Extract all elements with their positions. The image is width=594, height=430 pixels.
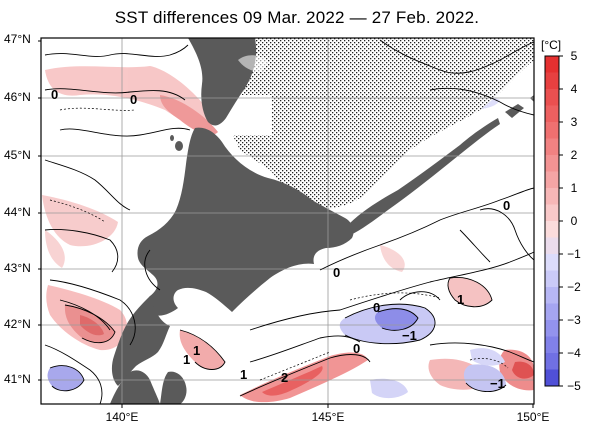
contour-label: 1 xyxy=(457,292,464,307)
colorbar xyxy=(544,55,563,387)
colorbar-subband xyxy=(545,72,559,89)
colorbar-tick: −4 xyxy=(567,346,581,360)
colorbar-subband xyxy=(545,89,559,106)
colorbar-subband xyxy=(545,171,559,188)
colorbar-tick: 5 xyxy=(570,49,578,63)
colorbar-subband xyxy=(545,56,559,73)
colorbar-tick: 1 xyxy=(570,181,578,195)
map-title: SST differences 09 Mar. 2022 — 27 Feb. 2… xyxy=(114,8,480,27)
contour-label: 1 xyxy=(240,367,247,382)
lat-label: 44°N xyxy=(4,205,31,219)
colorbar-tick: 4 xyxy=(570,82,578,96)
colorbar-subband xyxy=(545,237,559,254)
contour-label: 1 xyxy=(193,343,200,358)
map-frame xyxy=(40,37,535,405)
oshima-peninsula xyxy=(111,296,170,386)
contour-label: −1 xyxy=(402,328,417,343)
colorbar-tick: −2 xyxy=(567,280,581,294)
contour-label: 0 xyxy=(51,87,58,102)
colorbar-tick: −3 xyxy=(567,313,581,327)
colorbar-subband xyxy=(545,369,559,386)
colorbar-subband xyxy=(545,138,559,155)
contour-label: 0 xyxy=(503,198,510,213)
colorbar-subband xyxy=(545,221,559,238)
colorbar-tick: 0 xyxy=(570,214,578,228)
colorbar-tick: 3 xyxy=(570,115,578,129)
contour-label: 0 xyxy=(373,300,380,315)
lat-label: 43°N xyxy=(4,261,31,275)
lat-label: 46°N xyxy=(4,90,31,104)
dashed-contours xyxy=(49,107,509,381)
lon-label: 140°E xyxy=(105,410,139,424)
lon-label: 145°E xyxy=(311,410,345,424)
contour-label: 2 xyxy=(281,370,288,385)
contour-lines xyxy=(44,39,534,404)
lat-label: 42°N xyxy=(4,317,31,331)
contour-label-group: 0 0 0 0 0 0 1 1 1 1 2 −1 −1 xyxy=(51,87,510,391)
lat-label: 47°N xyxy=(4,32,31,46)
lon-label: 150°E xyxy=(516,410,550,424)
colorbar-tick: −5 xyxy=(567,379,581,393)
lat-label: 41°N xyxy=(4,372,31,386)
lat-label: 45°N xyxy=(4,148,31,162)
colorbar-subband xyxy=(545,270,559,287)
colorbar-unit: [°C] xyxy=(541,38,562,52)
colorbar-subband xyxy=(545,188,559,205)
colorbar-tick: −1 xyxy=(567,247,581,261)
honshu xyxy=(110,370,160,404)
colorbar-subband xyxy=(545,303,559,320)
graticule xyxy=(41,38,534,404)
contour-label: 0 xyxy=(353,341,360,356)
colorbar-subband xyxy=(545,287,559,304)
colorbar-subband xyxy=(545,336,559,353)
colorbar-subband xyxy=(545,122,559,139)
contour-label: 1 xyxy=(183,352,190,367)
kuril-islands xyxy=(345,118,500,236)
contour-label: 0 xyxy=(333,265,340,280)
colorbar-subband xyxy=(545,254,559,271)
colorbar-subband xyxy=(545,105,559,122)
colorbar-subband xyxy=(545,204,559,221)
colorbar-tick: 2 xyxy=(570,148,578,162)
colorbar-subband xyxy=(545,320,559,337)
colorbar-subband xyxy=(545,353,559,370)
contour-label: 0 xyxy=(130,92,137,107)
sea-ice xyxy=(210,38,534,209)
contour-label: −1 xyxy=(490,376,505,391)
colorbar-subband xyxy=(545,155,559,172)
